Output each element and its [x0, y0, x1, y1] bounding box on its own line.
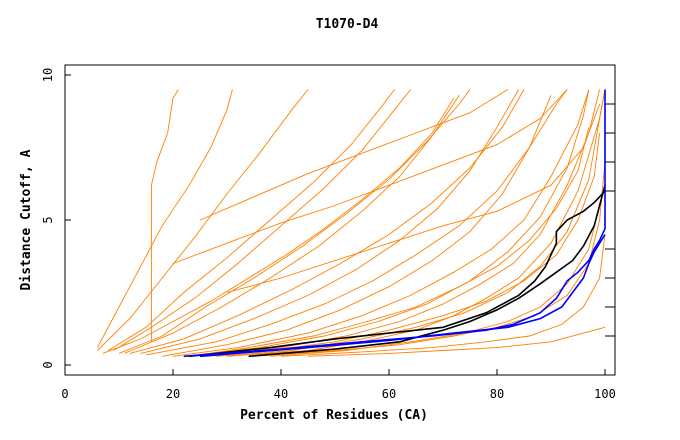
x-axis-label: Percent of Residues (CA): [240, 408, 428, 423]
series-line-13: [140, 89, 519, 354]
series-line-23: [189, 127, 590, 357]
series-line-22: [205, 132, 601, 357]
series-line-6: [107, 89, 395, 351]
ticks-group: 0 20 40 60 80 100 0 5 10: [41, 68, 616, 401]
series-line-9: [253, 89, 606, 357]
series-line-2: [172, 89, 590, 357]
series-line-14: [124, 95, 460, 354]
x-tick-label-3: 60: [382, 387, 396, 401]
series-line-8: [150, 89, 179, 342]
series-line-19: [307, 326, 606, 357]
series-line-17: [172, 89, 568, 264]
series-line-16: [226, 103, 601, 293]
series-line-27: [189, 190, 606, 358]
series-line-29: [199, 234, 606, 358]
series-line-15: [113, 89, 411, 351]
x-tick-label-5: 100: [594, 387, 616, 401]
chart-title: T1070-D4: [316, 17, 379, 32]
series-line-26: [248, 184, 606, 358]
x-tick-label-2: 40: [274, 387, 288, 401]
y-axis-label: Distance Cutoff, A: [19, 149, 34, 290]
series-line-4: [129, 89, 525, 354]
series-line-25: [97, 89, 233, 348]
series-line-12: [162, 95, 552, 357]
y-tick-label-2: 10: [41, 68, 55, 82]
x-tick-label-4: 80: [490, 387, 504, 401]
series-group: [97, 89, 606, 358]
series-line-21: [270, 205, 601, 357]
series-line-20: [280, 234, 606, 357]
x-tick-label-1: 20: [166, 387, 180, 401]
y-tick-label-0: 0: [41, 361, 55, 368]
series-line-3: [145, 89, 568, 356]
x-tick-label-0: 0: [61, 387, 68, 401]
series-line-10: [216, 89, 606, 357]
series-line-24: [102, 97, 455, 354]
series-line-7: [97, 89, 309, 351]
series-line-18: [199, 89, 509, 221]
y-tick-label-1: 5: [41, 216, 55, 223]
series-line-28: [183, 89, 606, 358]
